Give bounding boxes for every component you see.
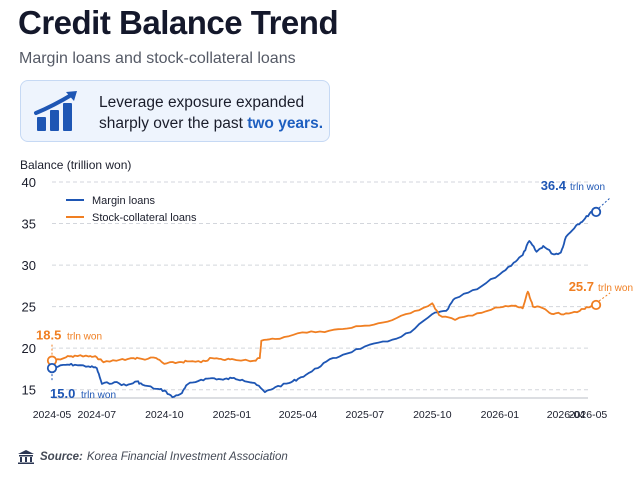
series-line-stock-collateral-loans [51, 290, 597, 365]
annotation-leader [598, 292, 611, 302]
source-label: Source: [40, 451, 83, 463]
x-tick-label: 2025-01 [213, 409, 252, 421]
annotation-value: 18.5 [36, 328, 61, 343]
x-tick-label: 2026-05 [569, 409, 608, 421]
annotation-unit: trln won [598, 283, 633, 294]
x-tick-label: 2024-10 [145, 409, 184, 421]
chart-title: Credit Balance Trend [18, 4, 339, 41]
x-tick-label: 2026-01 [481, 409, 520, 421]
annotation-leader [598, 197, 611, 209]
y-axis-label: Balance (trillion won) [20, 158, 132, 172]
annotation-marker [590, 299, 602, 311]
annotation-value: 15.0 [50, 386, 75, 401]
callout-text: Leverage exposure expanded sharply over … [99, 92, 329, 134]
legend-label: Margin loans [92, 195, 155, 207]
source-note: Source: Korea Financial Investment Assoc… [18, 450, 288, 464]
y-tick-label: 30 [22, 258, 36, 273]
y-tick-label: 25 [22, 300, 36, 315]
annotation-marker [46, 362, 58, 374]
annotation-marker [590, 206, 602, 218]
series-line-margin-loans [51, 210, 597, 399]
y-tick-label: 40 [22, 175, 36, 190]
x-tick-label: 2025-04 [279, 409, 318, 421]
annotation-unit: trln won [570, 182, 605, 193]
callout-line1: Leverage exposure expanded [99, 94, 305, 111]
y-tick-label: 35 [22, 217, 36, 232]
annotation-value: 36.4 [541, 178, 567, 193]
source-text: Korea Financial Investment Association [86, 451, 288, 463]
x-tick-label: 2024-07 [78, 409, 117, 421]
institution-icon [18, 450, 34, 464]
callout-line2-prefix: sharply over the past [99, 115, 248, 132]
legend-label: Stock-collateral loans [92, 212, 197, 224]
bar-chart-growth-icon [34, 91, 77, 131]
y-tick-label: 20 [22, 341, 36, 356]
x-tick-label: 2026-04 [547, 409, 586, 421]
annotation-value: 25.7 [569, 279, 594, 294]
callout-line2: sharply over the past two years. [99, 113, 329, 134]
y-tick-label: 15 [22, 383, 36, 398]
x-tick-label: 2024-05 [33, 409, 72, 421]
insight-callout: Leverage exposure expanded sharply over … [20, 80, 330, 142]
callout-highlight: two years. [247, 115, 324, 132]
annotation-unit: trln won [81, 390, 116, 401]
credit-balance-line-chart: 15 20 25 30 35 40 2024-05 2024-07 2024-10 2025-01… [22, 175, 633, 421]
annotation-unit: trln won [67, 332, 102, 343]
x-tick-label: 2025-07 [346, 409, 385, 421]
chart-subtitle: Margin loans and stock-collateral loans [19, 50, 296, 67]
x-tick-label: 2025-10 [413, 409, 452, 421]
